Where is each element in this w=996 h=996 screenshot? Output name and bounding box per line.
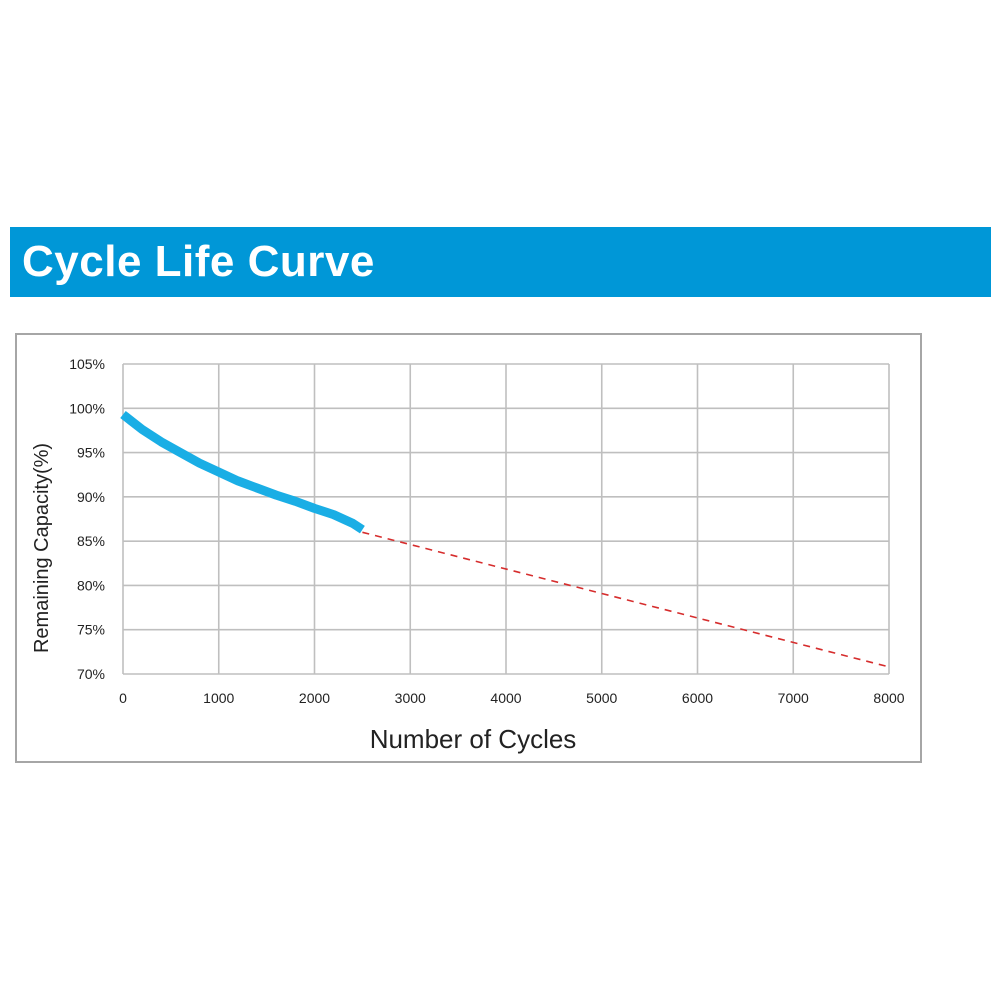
y-tick-label: 75% <box>77 622 105 638</box>
y-axis-label: Remaining Capacity(%) <box>31 443 53 653</box>
y-tick-label: 70% <box>77 666 105 682</box>
series-group <box>120 410 890 668</box>
x-tick-label: 1000 <box>203 690 234 706</box>
x-tick-label: 5000 <box>586 690 617 706</box>
x-tick-label: 6000 <box>682 690 713 706</box>
y-tick-label: 105% <box>69 356 105 372</box>
y-tick-labels: 70% 75% 80% 85% 90% 95% 100% 105% <box>69 356 105 682</box>
title-banner: Cycle Life Curve <box>10 227 991 297</box>
y-tick-label: 100% <box>69 400 105 416</box>
y-tick-label: 95% <box>77 445 105 461</box>
y-tick-label: 90% <box>77 489 105 505</box>
measured-capacity-line <box>120 410 365 534</box>
y-tick-label: 80% <box>77 577 105 593</box>
y-tick-label: 85% <box>77 533 105 549</box>
x-tick-labels: 0 1000 2000 3000 4000 5000 6000 7000 8000 <box>119 690 905 706</box>
projection-line <box>362 531 890 668</box>
x-tick-label: 8000 <box>873 690 904 706</box>
x-tick-label: 7000 <box>778 690 809 706</box>
x-axis-label: Number of Cycles <box>370 724 577 754</box>
x-tick-label: 0 <box>119 690 127 706</box>
page-title: Cycle Life Curve <box>22 237 375 286</box>
grid <box>122 363 890 675</box>
chart-frame <box>15 333 922 763</box>
x-tick-label: 4000 <box>490 690 521 706</box>
x-tick-label: 3000 <box>395 690 426 706</box>
x-tick-label: 2000 <box>299 690 330 706</box>
